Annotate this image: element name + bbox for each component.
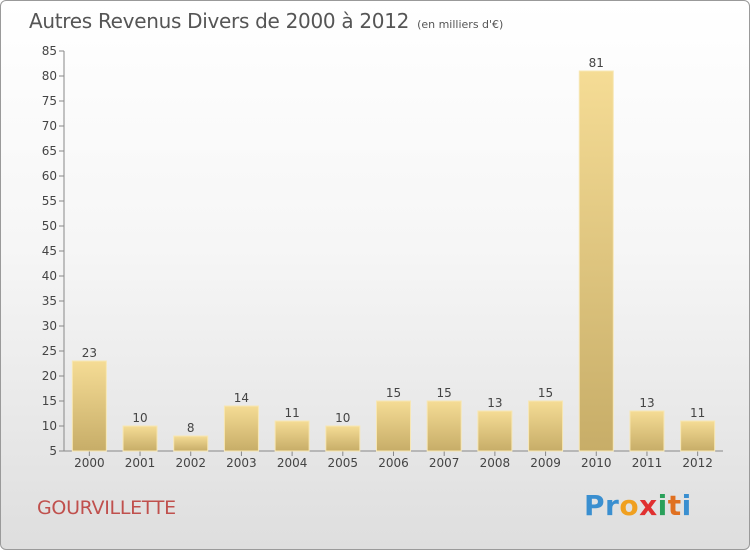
bar [528, 400, 564, 452]
data-label: 23 [82, 346, 97, 360]
x-tick-label: 2006 [378, 456, 409, 470]
logo-letter: x [639, 489, 658, 522]
chart-axes: 5 10 15 20 25 30 35 40 45 50 55 60 65 70 75 80 85 2000 200… [42, 44, 723, 470]
x-tick-label: 2005 [328, 456, 359, 470]
logo-letter: i [657, 489, 668, 522]
bar [426, 400, 462, 452]
y-tick-label: 5 [49, 444, 57, 458]
data-label: 15 [386, 386, 401, 400]
logo-letter: P [584, 489, 606, 522]
y-tick-label: 70 [42, 119, 57, 133]
logo-letter: i [681, 489, 692, 522]
bar [274, 420, 310, 452]
bar [680, 420, 716, 452]
bar [376, 400, 411, 452]
data-label: 10 [335, 411, 350, 425]
y-tick-label: 65 [42, 144, 57, 158]
x-tick-label: 2009 [530, 456, 561, 470]
x-tick-label: 2000 [74, 456, 105, 470]
y-tick-label: 60 [42, 169, 57, 183]
bar [122, 425, 158, 452]
data-label: 13 [639, 396, 654, 410]
x-tick-label: 2001 [125, 456, 156, 470]
chart-title: Autres Revenus Divers de 2000 à 2012 (en … [29, 9, 503, 33]
y-tick-label: 80 [42, 69, 57, 83]
x-tick-label: 2002 [175, 456, 206, 470]
bar [325, 425, 361, 452]
x-tick-label: 2011 [632, 456, 663, 470]
x-tick-label: 2007 [429, 456, 460, 470]
place-name: GOURVILLETTE [37, 497, 176, 519]
bar [629, 410, 665, 452]
y-tick-label: 25 [42, 344, 57, 358]
logo-letter: o [619, 489, 640, 522]
y-tick-label: 20 [42, 369, 57, 383]
proxiti-logo: Proxiti [584, 489, 692, 522]
y-tick-label: 85 [42, 44, 57, 58]
y-tick-label: 40 [42, 269, 57, 283]
bar [71, 360, 107, 452]
y-tick-label: 10 [42, 419, 57, 433]
y-tick-label: 35 [42, 294, 57, 308]
y-tick-label: 55 [42, 194, 57, 208]
bar [477, 410, 513, 452]
y-tick-label: 15 [42, 394, 57, 408]
bar [223, 405, 259, 452]
x-tick-label: 2003 [226, 456, 257, 470]
logo-letter: t [667, 489, 682, 522]
data-label: 11 [284, 406, 299, 420]
x-tick-label: 2004 [277, 456, 308, 470]
y-tick-label: 30 [42, 319, 57, 333]
x-tick-label: 2010 [581, 456, 612, 470]
data-label: 10 [132, 411, 147, 425]
chart-title-text: Autres Revenus Divers de 2000 à 2012 [29, 9, 410, 33]
data-label: 8 [187, 421, 195, 435]
data-label: 14 [234, 391, 249, 405]
data-label: 15 [538, 386, 553, 400]
bar [578, 70, 614, 452]
y-tick-label: 45 [42, 244, 57, 258]
x-tick-label: 2008 [480, 456, 511, 470]
logo-letter: r [605, 489, 620, 522]
y-tick-label: 75 [42, 94, 57, 108]
y-tick-label: 50 [42, 219, 57, 233]
chart-bars [71, 70, 716, 452]
data-label: 81 [589, 56, 604, 70]
data-label: 15 [437, 386, 452, 400]
chart-data-labels: 23 10 8 14 11 10 15 15 13 15 81 13 11 [82, 56, 706, 435]
data-label: 13 [487, 396, 502, 410]
bar [173, 435, 209, 452]
chart-subtitle: (en milliers d'€) [417, 18, 504, 31]
data-label: 11 [690, 406, 705, 420]
x-tick-label: 2012 [682, 456, 713, 470]
